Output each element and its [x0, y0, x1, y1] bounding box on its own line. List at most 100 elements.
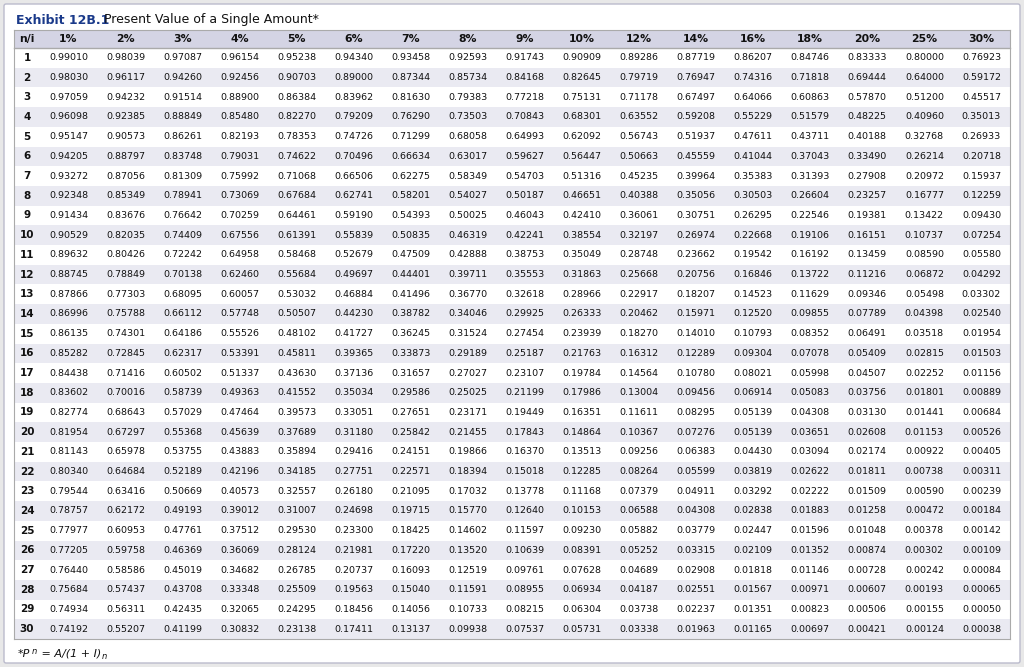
Text: 0.70843: 0.70843 — [506, 113, 545, 121]
Text: 0.11611: 0.11611 — [620, 408, 658, 417]
Text: 0.23107: 0.23107 — [506, 369, 545, 378]
Text: 0.34046: 0.34046 — [449, 309, 487, 318]
Text: 0.86207: 0.86207 — [734, 53, 773, 62]
Text: 0.09855: 0.09855 — [791, 309, 829, 318]
Text: 0.32065: 0.32065 — [220, 605, 259, 614]
Text: 0.61391: 0.61391 — [278, 231, 316, 239]
Text: 0.87056: 0.87056 — [106, 171, 145, 181]
Text: 0.20756: 0.20756 — [677, 270, 716, 279]
Text: 28: 28 — [19, 585, 34, 595]
Text: 3: 3 — [24, 92, 31, 102]
Text: 0.29586: 0.29586 — [391, 388, 430, 398]
Text: 0.67684: 0.67684 — [278, 191, 316, 200]
Text: 0.77205: 0.77205 — [49, 546, 88, 555]
Text: 0.00971: 0.00971 — [791, 585, 829, 594]
Text: *P: *P — [18, 649, 31, 659]
Text: 0.68301: 0.68301 — [562, 113, 602, 121]
Text: 0.64958: 0.64958 — [220, 250, 259, 259]
Text: 0.23257: 0.23257 — [848, 191, 887, 200]
Text: 0.25509: 0.25509 — [278, 585, 316, 594]
Text: 0.00084: 0.00084 — [962, 566, 1001, 574]
Text: 0.37512: 0.37512 — [220, 526, 259, 535]
Text: 0.53391: 0.53391 — [220, 349, 259, 358]
Text: 0.91434: 0.91434 — [49, 211, 88, 220]
Text: 0.08021: 0.08021 — [734, 369, 773, 378]
Text: 0.79719: 0.79719 — [620, 73, 658, 82]
Text: 0.97087: 0.97087 — [163, 53, 202, 62]
Text: 0.13520: 0.13520 — [449, 546, 487, 555]
Text: 0.77303: 0.77303 — [105, 289, 145, 299]
Text: 0.31180: 0.31180 — [334, 428, 374, 437]
Text: 0.19866: 0.19866 — [449, 448, 487, 456]
Text: 0.01156: 0.01156 — [962, 369, 1001, 378]
Text: 0.04308: 0.04308 — [677, 506, 716, 516]
Text: 0.60057: 0.60057 — [220, 289, 259, 299]
Text: 20: 20 — [19, 427, 34, 437]
Text: 0.16351: 0.16351 — [562, 408, 602, 417]
Text: 0.27908: 0.27908 — [848, 171, 887, 181]
Text: 0.08264: 0.08264 — [620, 467, 658, 476]
Text: 18%: 18% — [798, 34, 823, 44]
Text: 0.28966: 0.28966 — [562, 289, 601, 299]
Text: 0.21095: 0.21095 — [391, 487, 430, 496]
Text: 0.55368: 0.55368 — [163, 428, 202, 437]
Text: 0.82193: 0.82193 — [220, 132, 259, 141]
Bar — [14, 619, 1010, 639]
Text: 0.07537: 0.07537 — [506, 625, 545, 634]
Text: 0.00684: 0.00684 — [962, 408, 1001, 417]
Text: 0.02540: 0.02540 — [962, 309, 1001, 318]
Text: 0.09256: 0.09256 — [620, 448, 658, 456]
Text: 0.52189: 0.52189 — [163, 467, 202, 476]
Text: 0.25025: 0.25025 — [449, 388, 487, 398]
Text: 0.05498: 0.05498 — [905, 289, 944, 299]
Text: 0.32197: 0.32197 — [620, 231, 658, 239]
Text: 0.57029: 0.57029 — [163, 408, 202, 417]
Text: 0.51337: 0.51337 — [220, 369, 259, 378]
Text: 0.51200: 0.51200 — [905, 93, 944, 102]
Text: 0.71068: 0.71068 — [278, 171, 316, 181]
Bar — [14, 344, 1010, 364]
Text: 0.37043: 0.37043 — [791, 152, 829, 161]
Text: 0.26214: 0.26214 — [905, 152, 944, 161]
Text: 0.98030: 0.98030 — [49, 73, 88, 82]
Text: 0.36061: 0.36061 — [620, 211, 658, 220]
Text: 0.80000: 0.80000 — [905, 53, 944, 62]
Text: 15: 15 — [19, 329, 34, 339]
Text: 0.39711: 0.39711 — [449, 270, 487, 279]
Text: 0.86261: 0.86261 — [163, 132, 202, 141]
Text: 0.92593: 0.92593 — [449, 53, 487, 62]
Text: 0.02237: 0.02237 — [677, 605, 716, 614]
Text: 0.16370: 0.16370 — [506, 448, 545, 456]
Text: 0.25668: 0.25668 — [620, 270, 658, 279]
Text: 0.88900: 0.88900 — [220, 93, 259, 102]
Text: 0.10733: 0.10733 — [449, 605, 487, 614]
Text: 0.20737: 0.20737 — [334, 566, 374, 574]
Text: 0.86384: 0.86384 — [278, 93, 316, 102]
Text: 0.67556: 0.67556 — [220, 231, 259, 239]
Text: 0.54703: 0.54703 — [506, 171, 545, 181]
Text: 0.50669: 0.50669 — [163, 487, 202, 496]
Text: 9%: 9% — [516, 34, 535, 44]
Text: 0.02815: 0.02815 — [905, 349, 944, 358]
Text: 0.06914: 0.06914 — [734, 388, 773, 398]
Text: 12: 12 — [19, 269, 34, 279]
Text: 0.89632: 0.89632 — [49, 250, 88, 259]
Text: 0.83748: 0.83748 — [163, 152, 202, 161]
Text: 0.14864: 0.14864 — [562, 428, 601, 437]
Text: 0.74192: 0.74192 — [49, 625, 88, 634]
Text: 0.05252: 0.05252 — [620, 546, 658, 555]
Text: 0.01567: 0.01567 — [734, 585, 773, 594]
Text: 0.08215: 0.08215 — [506, 605, 545, 614]
Text: 24: 24 — [19, 506, 35, 516]
Text: 0.12285: 0.12285 — [562, 467, 601, 476]
Text: 0.65978: 0.65978 — [106, 448, 145, 456]
Text: 0.01352: 0.01352 — [791, 546, 829, 555]
Text: 0.17986: 0.17986 — [562, 388, 601, 398]
Text: 0.17843: 0.17843 — [506, 428, 545, 437]
Text: 0.58586: 0.58586 — [106, 566, 145, 574]
Text: 0.97059: 0.97059 — [49, 93, 88, 102]
Text: 0.76290: 0.76290 — [391, 113, 430, 121]
Text: 0.15040: 0.15040 — [391, 585, 430, 594]
Text: 0.00242: 0.00242 — [905, 566, 944, 574]
Text: 0.01048: 0.01048 — [848, 526, 887, 535]
